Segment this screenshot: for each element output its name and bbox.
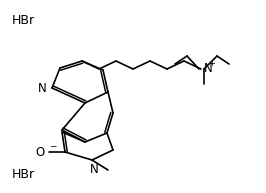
Text: −: −: [49, 141, 57, 151]
Text: HBr: HBr: [12, 14, 35, 26]
Text: N: N: [90, 163, 98, 176]
Text: HBr: HBr: [12, 168, 35, 181]
Text: N: N: [204, 63, 213, 75]
Text: O: O: [36, 146, 45, 158]
Text: N: N: [38, 81, 47, 95]
Text: +: +: [209, 58, 215, 68]
